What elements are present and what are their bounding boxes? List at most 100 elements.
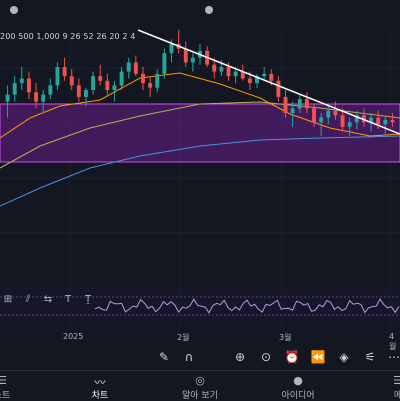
magnet-icon[interactable]: ∩ [184,350,194,364]
candle [55,62,60,90]
candle-body [62,67,67,77]
candle [340,108,345,132]
brush-icon[interactable]: ✎ [158,350,170,364]
candle-body [84,90,88,97]
candle [112,80,117,102]
candle-body [354,115,359,123]
candle-body [105,80,110,90]
candle [34,83,39,109]
date-axis: 2025 2월 3월 4월 [0,329,400,351]
candle-body [240,71,245,79]
moving-average-line [0,135,400,207]
candle [383,115,388,134]
date-tick: 2월 [177,333,190,342]
candle-body [12,83,17,95]
nav-explore[interactable]: ◎ 알아 보기 [170,374,230,401]
candle-body [133,62,138,74]
nav-ideas[interactable]: ● 아이디어 [268,374,328,401]
candle [105,73,110,95]
date-tick: 2025 [63,332,84,341]
add-icon[interactable]: ⊕ [234,350,246,364]
candle-body [269,73,274,81]
price-chart[interactable] [0,28,400,348]
candle [262,67,267,81]
oscillator-line [94,298,400,314]
candle [41,90,46,113]
candle-body [369,117,374,123]
date-tick: 3월 [279,333,292,342]
candle-body [19,78,24,84]
candle-body [141,73,145,84]
trendline [137,29,400,135]
nav-label: 메 [393,391,400,401]
candle-body [383,119,388,125]
watchlist-icon: ☰ [0,374,7,387]
candle-body [247,78,252,84]
settings-sliders-icon[interactable]: ⚟ [364,350,376,364]
candle-body [183,48,188,63]
candle-body [276,80,281,97]
candle [162,48,167,79]
candle-body [312,108,316,123]
candle [276,76,281,102]
candle [333,101,338,120]
candle-body [55,67,60,86]
candle [119,67,124,90]
text-anchor-icon[interactable]: Ṯ [84,293,92,305]
candle [233,67,238,84]
candle-body [41,94,46,102]
candle [240,64,245,81]
candle-body [34,92,39,102]
candle-body [333,110,338,116]
more-icon[interactable]: ⋯ [388,350,400,364]
nav-label: 스트 [0,391,11,401]
nav-menu[interactable]: ☰ 메 [368,374,400,401]
candle [212,57,217,79]
layers-icon[interactable]: ◈ [339,350,349,364]
bottom-navigation: ☰ 스트 〰 차트 ◎ 알아 보기 ● 아이디어 ☰ 메 [0,370,400,401]
candle-body [69,76,74,86]
purple-zone [0,103,400,163]
candle [148,76,153,97]
candle [319,113,324,136]
nav-label: 차트 [91,391,109,401]
candle-body [340,115,345,127]
chart-tool-strip: ✎ ∩ ⊕ ⊙ ⏰ ⏪ ◈ ⚟ ⋯ [150,348,400,368]
candle [5,85,10,118]
candle-body [91,76,96,90]
top-bar [0,0,400,28]
candle-body [126,62,131,72]
ruler-icon[interactable]: ⊞ [3,293,13,305]
parallel-channel-icon[interactable]: ⫽ [25,293,31,305]
candle [354,110,359,130]
target-icon[interactable]: ⊙ [260,350,272,364]
candle [361,108,366,127]
candle-body [326,110,331,118]
menu-icon: ☰ [393,374,400,387]
candle-body [262,73,267,77]
candle-body [148,83,153,88]
arrow-range-icon[interactable]: ⇆ [43,293,53,305]
nav-watchlist[interactable]: ☰ 스트 [0,374,32,401]
candle-body [319,117,324,123]
candle-body [76,85,81,97]
replay-icon[interactable]: ⏪ [310,350,326,364]
moving-average-line [0,72,400,139]
candle-body [26,78,31,93]
candle [62,57,67,81]
candle [390,113,395,127]
candle [283,90,288,118]
candle [190,53,195,72]
candle [304,92,309,113]
candle-body [376,117,381,125]
alarm-icon[interactable]: ⏰ [284,350,300,364]
nav-chart[interactable]: 〰 차트 [70,374,130,401]
candle-body [48,85,53,95]
candle-body [98,76,103,81]
candle-body [290,108,295,113]
candle-body [112,85,117,90]
candle [19,67,24,90]
text-tool-icon[interactable]: T [64,293,72,305]
nav-label: 아이디어 [281,391,315,401]
candle [141,67,145,90]
